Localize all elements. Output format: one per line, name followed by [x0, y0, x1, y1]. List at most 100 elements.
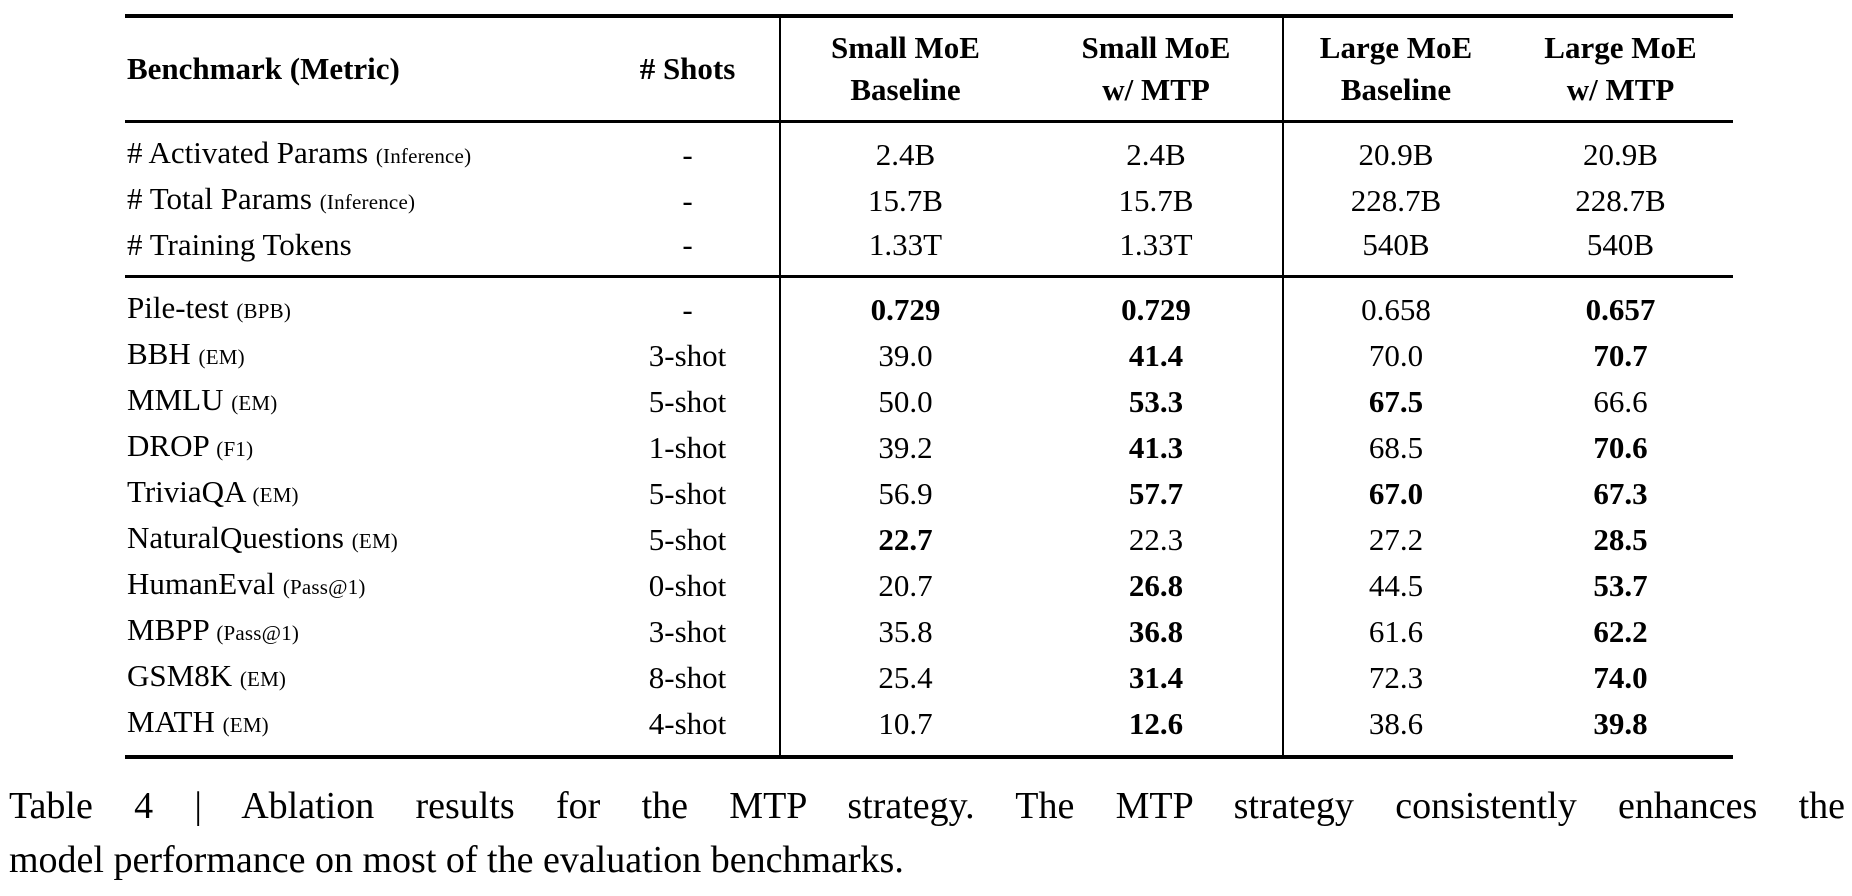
table-row: BBH (EM) 3-shot 39.0 41.4 70.0 70.7 — [125, 332, 1733, 379]
value-cell-small-moe-baseline: 2.4B — [779, 121, 1030, 178]
value-cell-large-moe-baseline: 228.7B — [1282, 177, 1508, 224]
value-cell-large-moe-baseline: 72.3 — [1282, 654, 1508, 701]
benchmark-name: # Training Tokens — [127, 227, 352, 262]
column-header-label: Large MoE — [1544, 30, 1697, 65]
benchmark-metric: (Pass@1) — [216, 621, 300, 645]
shots-cell: 4-shot — [648, 705, 727, 741]
table-row: # Training Tokens - 1.33T 1.33T 540B 540B — [125, 223, 1733, 277]
value-cell-small-moe-baseline: 39.2 — [779, 424, 1030, 471]
table-row: GSM8K (EM) 8-shot 25.4 31.4 72.3 74.0 — [125, 654, 1733, 701]
shots-cell: 8-shot — [648, 659, 727, 695]
results-table: Benchmark (Metric) # Shots Small MoE Bas… — [125, 14, 1733, 759]
benchmark-name: MATH — [127, 704, 215, 739]
column-header-label: # Shots — [639, 51, 736, 86]
value-cell-small-moe-baseline: 0.729 — [779, 276, 1030, 333]
benchmark-name: Pile-test — [127, 290, 229, 325]
value-cell-small-moe-baseline: 39.0 — [779, 332, 1030, 379]
value-cell-small-moe-mtp: 15.7B — [1118, 182, 1194, 218]
column-header-label: Large MoE — [1319, 30, 1473, 65]
shots-cell: 3-shot — [648, 337, 727, 373]
benchmark-cell: MBPP (Pass@1) — [125, 609, 596, 655]
value-cell-small-moe-baseline: 25.4 — [779, 654, 1030, 701]
value-cell-large-moe-mtp: 67.3 — [1593, 475, 1648, 511]
column-header-label: Benchmark (Metric) — [127, 51, 400, 86]
column-header-large-moe-baseline: Large MoE Baseline — [1282, 16, 1508, 123]
section-benchmarks: Pile-test (BPB) - 0.729 0.729 0.658 0.657 BBH … — [125, 276, 1733, 758]
table-row: MATH (EM) 4-shot 10.7 12.6 38.6 39.8 — [125, 700, 1733, 758]
shots-cell: - — [682, 227, 693, 262]
value-cell-large-moe-mtp: 74.0 — [1593, 659, 1648, 695]
benchmark-name: TriviaQA — [127, 474, 245, 509]
table-header-row: Benchmark (Metric) # Shots Small MoE Bas… — [125, 16, 1733, 123]
benchmark-metric: (EM) — [351, 529, 399, 553]
value-cell-small-moe-mtp: 12.6 — [1128, 705, 1184, 741]
table-header: Benchmark (Metric) # Shots Small MoE Bas… — [125, 16, 1733, 123]
benchmark-cell: BBH (EM) — [125, 333, 596, 379]
value-cell-small-moe-baseline: 35.8 — [779, 608, 1030, 655]
caption-line: model performance on most of the evaluat… — [9, 839, 904, 881]
benchmark-metric: (EM) — [198, 345, 245, 369]
benchmark-name: GSM8K — [127, 658, 233, 693]
shots-cell: - — [682, 136, 693, 172]
benchmark-name: NaturalQuestions — [127, 520, 344, 555]
benchmark-cell: # Total Params (Inference) — [125, 178, 596, 224]
column-header-label: w/ MTP — [1566, 72, 1675, 107]
value-cell-small-moe-mtp: 41.4 — [1128, 337, 1184, 373]
benchmark-metric: (Inference) — [319, 190, 416, 214]
benchmark-metric: (EM) — [222, 713, 269, 737]
value-cell-large-moe-mtp: 70.6 — [1593, 429, 1648, 465]
value-cell-small-moe-mtp: 0.729 — [1121, 291, 1191, 327]
shots-cell: 5-shot — [648, 475, 727, 511]
value-cell-large-moe-mtp: 70.7 — [1593, 337, 1648, 373]
value-cell-large-moe-baseline: 44.5 — [1282, 562, 1508, 609]
value-cell-small-moe-mtp: 36.8 — [1128, 613, 1184, 649]
value-cell-large-moe-mtp: 53.7 — [1593, 567, 1648, 603]
value-cell-small-moe-mtp: 57.7 — [1128, 475, 1184, 511]
value-cell-large-moe-mtp: 228.7B — [1575, 182, 1666, 218]
column-header-benchmark: Benchmark (Metric) — [125, 16, 596, 123]
value-cell-large-moe-baseline: 68.5 — [1282, 424, 1508, 471]
column-header-label: Small MoE — [1081, 30, 1231, 65]
shots-cell: 0-shot — [648, 567, 727, 603]
value-cell-small-moe-mtp: 26.8 — [1128, 567, 1184, 603]
value-cell-small-moe-baseline: 22.7 — [779, 516, 1030, 563]
value-cell-large-moe-mtp: 66.6 — [1593, 383, 1648, 419]
table-row: Pile-test (BPB) - 0.729 0.729 0.658 0.657 — [125, 276, 1733, 333]
value-cell-small-moe-mtp: 2.4B — [1126, 136, 1186, 172]
table-row: MMLU (EM) 5-shot 50.0 53.3 67.5 66.6 — [125, 378, 1733, 425]
shots-cell: 1-shot — [648, 429, 727, 465]
value-cell-small-moe-mtp: 53.3 — [1128, 383, 1184, 419]
table-row: HumanEval (Pass@1) 0-shot 20.7 26.8 44.5 53.7 — [125, 562, 1733, 609]
benchmark-cell: HumanEval (Pass@1) — [125, 563, 596, 609]
shots-cell: - — [682, 291, 693, 327]
benchmark-cell: Pile-test (BPB) — [125, 277, 596, 333]
value-cell-large-moe-baseline: 67.5 — [1282, 378, 1508, 425]
value-cell-small-moe-baseline: 1.33T — [779, 223, 1030, 277]
table-row: TriviaQA (EM) 5-shot 56.9 57.7 67.0 67.3 — [125, 470, 1733, 517]
table-caption: Table 4 | Ablation results for the MTP s… — [9, 779, 1845, 887]
value-cell-small-moe-mtp: 22.3 — [1128, 521, 1184, 557]
benchmark-name: HumanEval — [127, 566, 276, 601]
column-header-large-moe-mtp: Large MoE w/ MTP — [1508, 16, 1733, 123]
benchmark-cell: # Training Tokens — [125, 224, 596, 277]
column-header-label: Baseline — [1340, 72, 1452, 107]
column-header-small-moe-baseline: Small MoE Baseline — [779, 16, 1030, 123]
benchmark-metric: (BPB) — [236, 299, 292, 323]
value-cell-large-moe-mtp: 540B — [1586, 227, 1655, 262]
value-cell-small-moe-baseline: 20.7 — [779, 562, 1030, 609]
table-row: MBPP (Pass@1) 3-shot 35.8 36.8 61.6 62.2 — [125, 608, 1733, 655]
benchmark-name: BBH — [127, 336, 191, 371]
value-cell-large-moe-baseline: 70.0 — [1282, 332, 1508, 379]
benchmark-cell: # Activated Params (Inference) — [125, 122, 596, 178]
table-row: DROP (F1) 1-shot 39.2 41.3 68.5 70.6 — [125, 424, 1733, 471]
table-row: NaturalQuestions (EM) 5-shot 22.7 22.3 27.2 2… — [125, 516, 1733, 563]
value-cell-small-moe-baseline: 50.0 — [779, 378, 1030, 425]
benchmark-cell: MATH (EM) — [125, 701, 596, 758]
value-cell-large-moe-baseline: 61.6 — [1282, 608, 1508, 655]
value-cell-large-moe-mtp: 0.657 — [1585, 291, 1656, 327]
value-cell-small-moe-mtp: 41.3 — [1128, 429, 1184, 465]
benchmark-cell: TriviaQA (EM) — [125, 471, 596, 517]
value-cell-large-moe-baseline: 67.0 — [1282, 470, 1508, 517]
table-row: # Total Params (Inference) - 15.7B 15.7B 228… — [125, 177, 1733, 224]
benchmark-metric: (EM) — [239, 667, 287, 691]
